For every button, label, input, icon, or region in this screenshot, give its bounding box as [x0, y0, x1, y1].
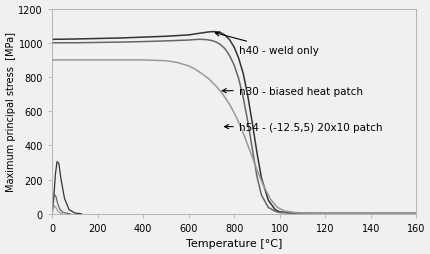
Text: h54 - (-12.5,5) 20x10 patch: h54 - (-12.5,5) 20x10 patch — [224, 122, 381, 132]
Y-axis label: Maximum principal stress  [MPa]: Maximum principal stress [MPa] — [6, 32, 15, 192]
Text: n30 - biased heat patch: n30 - biased heat patch — [222, 86, 362, 96]
Text: h40 - weld only: h40 - weld only — [215, 33, 318, 55]
X-axis label: Temperature [°C]: Temperature [°C] — [185, 239, 282, 248]
